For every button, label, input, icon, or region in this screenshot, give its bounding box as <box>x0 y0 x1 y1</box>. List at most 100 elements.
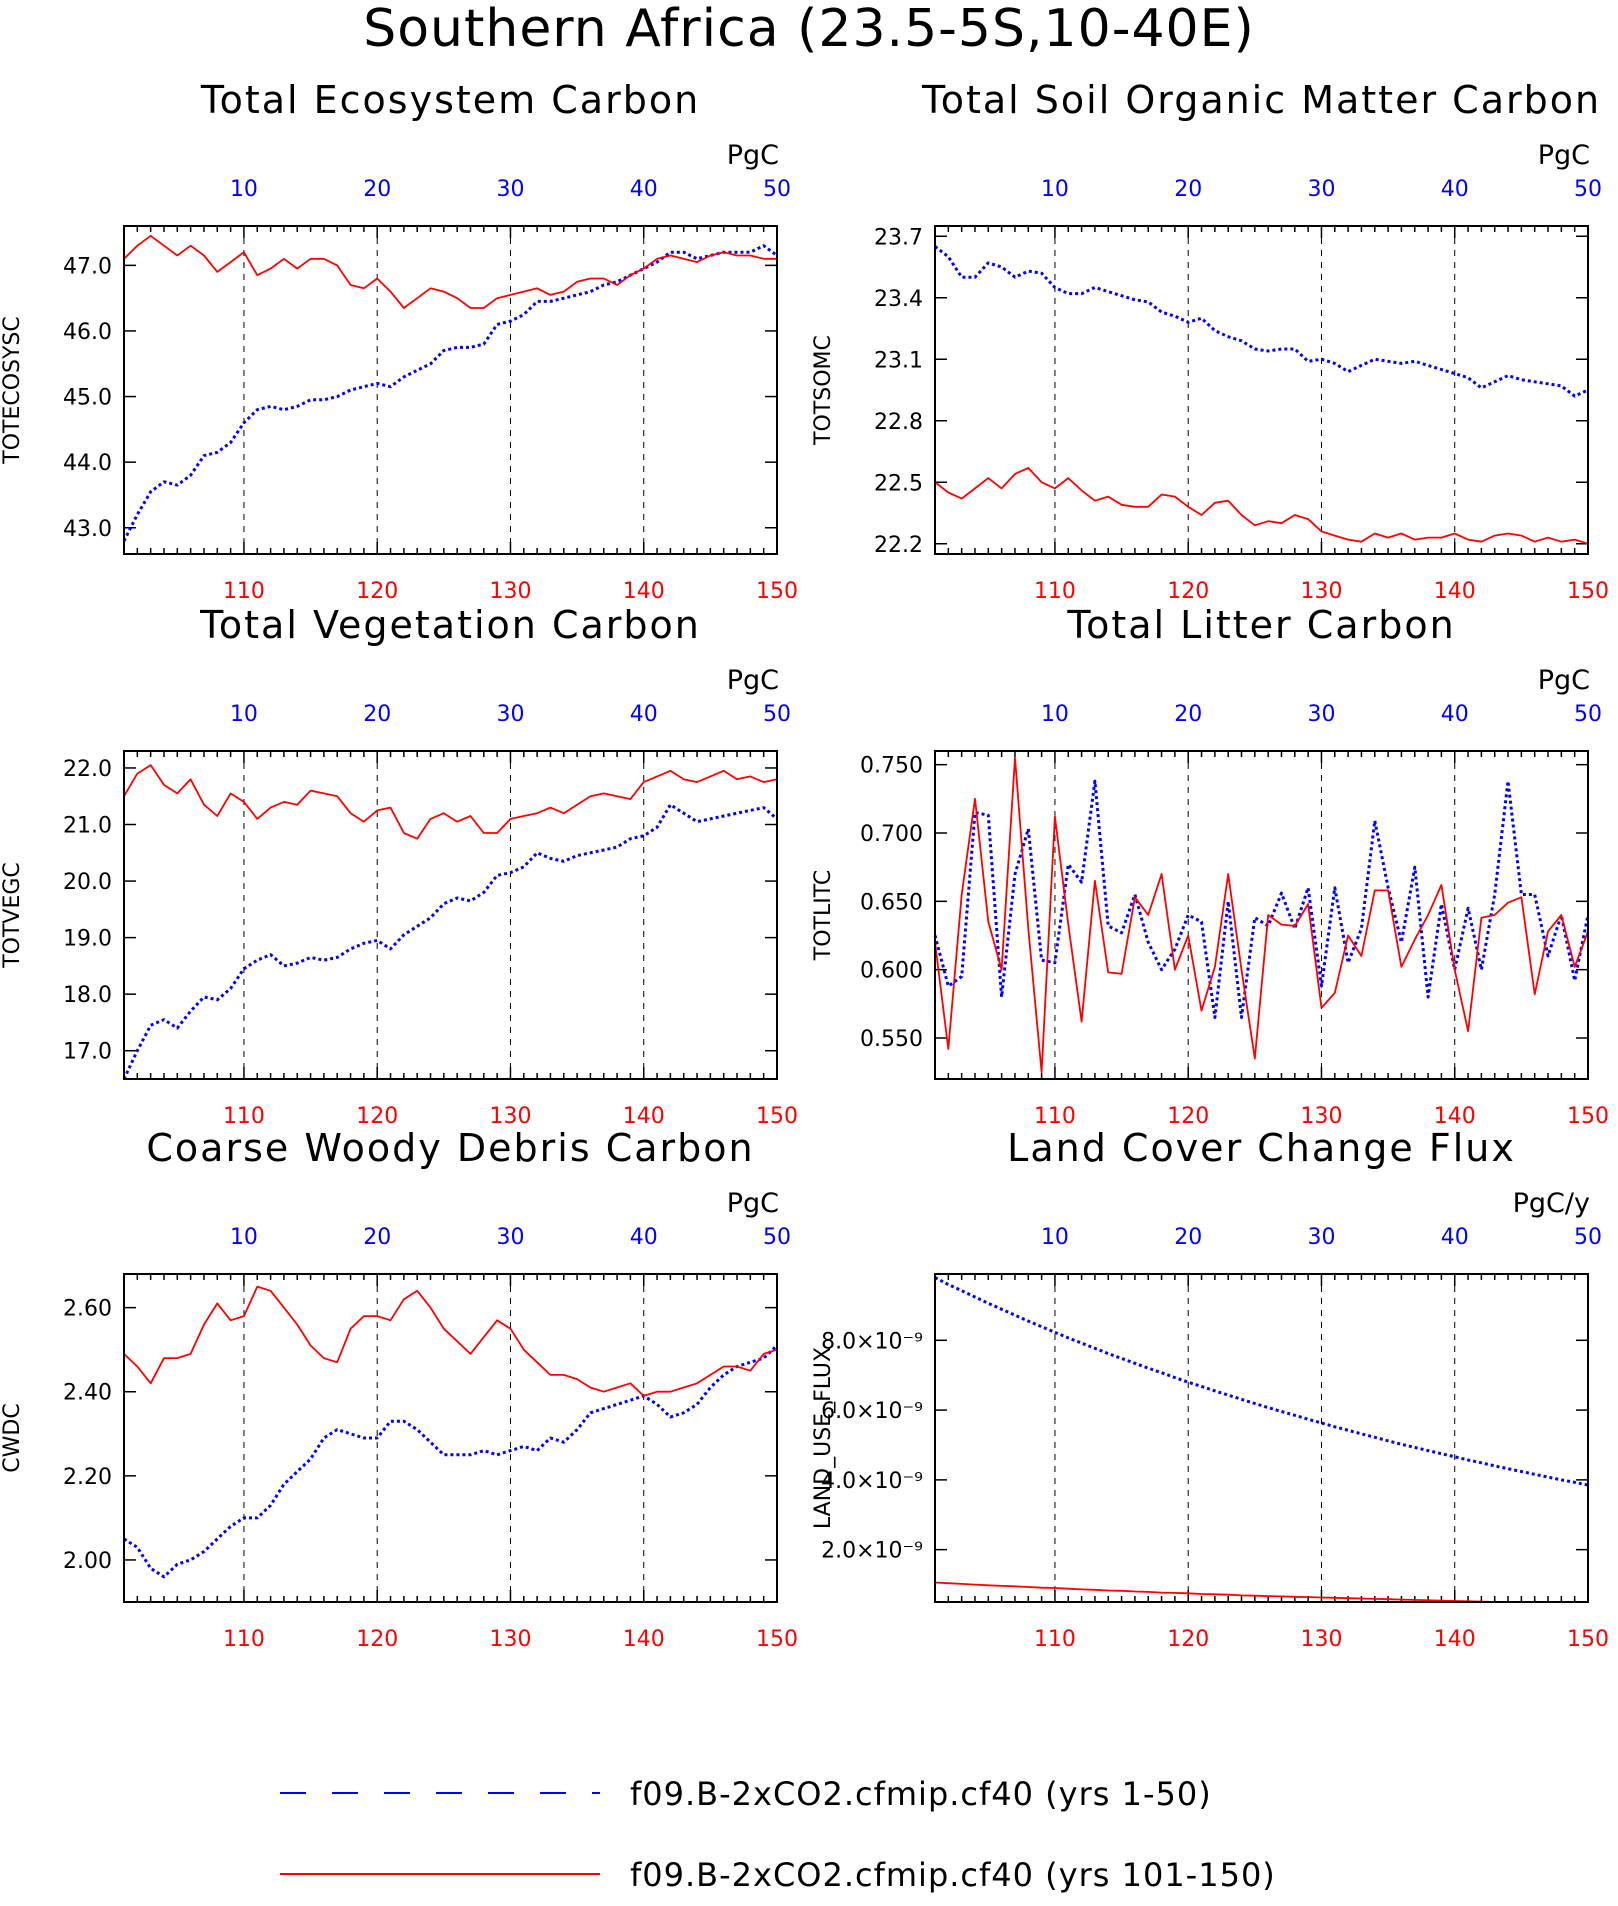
unit-label: PgC <box>1538 140 1590 171</box>
panel-land-cover-change-flux: Land Cover Change Flux PgC/y 110 120 130 140 1… <box>811 1126 1609 1652</box>
x-tick-label: 120 <box>1167 1627 1209 1652</box>
plot-frame <box>123 1273 778 1603</box>
y-tick-label: 20.0 <box>63 870 112 895</box>
series-line-red <box>934 1581 1588 1603</box>
top-x-tick-label: 10 <box>1041 702 1069 727</box>
top-x-tick-label: 50 <box>763 702 791 727</box>
top-x-tick-label: 30 <box>1307 702 1335 727</box>
top-x-tick-label: 20 <box>363 702 391 727</box>
y-tick-label: 45.0 <box>63 386 112 411</box>
y-tick-label: 21.0 <box>63 814 112 839</box>
y-tick-label: 0.700 <box>860 822 923 847</box>
plot-frame <box>934 1273 1589 1603</box>
x-tick-label: 140 <box>623 1104 665 1129</box>
unit-label: PgC <box>727 140 779 171</box>
series-line-blue <box>934 245 1589 398</box>
y-axis-label: TOTLITC <box>811 870 836 961</box>
top-x-tick-label: 20 <box>363 177 391 202</box>
y-tick-label: 0.550 <box>860 1027 923 1052</box>
plot-frame <box>934 225 1589 555</box>
panel-title: Land Cover Change Flux <box>1007 1126 1516 1170</box>
top-x-tick-label: 50 <box>1574 177 1602 202</box>
y-tick-label: 19.0 <box>63 927 112 952</box>
x-tick-label: 130 <box>489 579 531 604</box>
top-x-tick-label: 10 <box>230 177 258 202</box>
x-tick-label: 150 <box>756 1627 798 1652</box>
series-line-blue <box>934 1276 1589 1487</box>
top-x-tick-label: 50 <box>763 1225 791 1250</box>
x-tick-label: 120 <box>356 579 398 604</box>
top-x-tick-label: 20 <box>1174 177 1202 202</box>
panel-title: Total Soil Organic Matter Carbon <box>921 78 1601 122</box>
legend: f09.B-2xCO2.cfmip.cf40 (yrs 1-50) f09.B-… <box>280 1775 1276 1894</box>
x-tick-label: 110 <box>1034 1104 1076 1129</box>
y-tick-label: 44.0 <box>63 451 112 476</box>
top-x-tick-label: 40 <box>630 702 658 727</box>
legend-label-red: f09.B-2xCO2.cfmip.cf40 (yrs 101-150) <box>630 1856 1276 1894</box>
x-tick-label: 110 <box>1034 1627 1076 1652</box>
y-axis-label: TOTSOMC <box>811 335 836 446</box>
x-tick-label: 110 <box>223 1104 265 1129</box>
series-line-red <box>934 466 1589 545</box>
x-tick-label: 120 <box>356 1104 398 1129</box>
x-tick-label: 140 <box>623 1627 665 1652</box>
panel-coarse-woody-debris-carbon: Coarse Woody Debris Carbon PgC 110 120 130 14… <box>0 1126 798 1652</box>
y-axis-label: LAND_USE_FLUX <box>811 1347 836 1529</box>
x-tick-label: 140 <box>1434 579 1476 604</box>
panel-title: Coarse Woody Debris Carbon <box>146 1126 754 1170</box>
top-x-tick-label: 50 <box>1574 1225 1602 1250</box>
series-line-blue <box>122 803 778 1080</box>
panel-title: Total Litter Carbon <box>1066 603 1455 647</box>
y-axis-label: CWDC <box>0 1403 25 1472</box>
top-x-tick-label: 50 <box>1574 702 1602 727</box>
x-tick-label: 110 <box>223 1627 265 1652</box>
x-tick-label: 150 <box>1567 579 1609 604</box>
y-tick-label: 22.8 <box>874 410 923 435</box>
series-line-red <box>123 234 777 309</box>
x-tick-label: 130 <box>489 1627 531 1652</box>
y-tick-label: 22.2 <box>874 533 923 558</box>
x-tick-label: 120 <box>1167 579 1209 604</box>
top-x-tick-label: 30 <box>496 177 524 202</box>
series-line-red <box>934 756 1589 1074</box>
x-tick-label: 110 <box>1034 579 1076 604</box>
y-tick-label: 22.0 <box>63 757 112 782</box>
plot-frame <box>934 750 1589 1080</box>
panel-total-soil-organic-matter-carbon: Total Soil Organic Matter Carbon PgC 110 12… <box>811 78 1609 604</box>
y-tick-label: 23.4 <box>874 287 923 312</box>
y-tick-label: 2.20 <box>63 1465 112 1490</box>
panels-group: Total Ecosystem Carbon PgC 110 120 130 140 150… <box>0 78 1609 1652</box>
y-tick-label: 4.0×10⁻⁹ <box>821 1469 923 1494</box>
top-x-tick-label: 20 <box>1174 702 1202 727</box>
series-line-blue <box>122 244 778 542</box>
x-tick-label: 150 <box>756 579 798 604</box>
x-tick-label: 130 <box>489 1104 531 1129</box>
series-line-blue <box>933 779 1590 1019</box>
x-tick-label: 130 <box>1300 1104 1342 1129</box>
y-tick-label: 0.750 <box>860 754 923 779</box>
y-tick-label: 8.0×10⁻⁹ <box>821 1329 923 1354</box>
panel-total-ecosystem-carbon: Total Ecosystem Carbon PgC 110 120 130 140 150… <box>0 78 798 604</box>
figure-title: Southern Africa (23.5-5S,10-40E) <box>363 0 1255 59</box>
y-tick-label: 43.0 <box>63 517 112 542</box>
y-tick-label: 0.600 <box>860 959 923 984</box>
series-line-blue <box>123 1344 779 1579</box>
unit-label: PgC <box>727 665 779 696</box>
x-tick-label: 140 <box>1434 1104 1476 1129</box>
x-tick-label: 150 <box>1567 1104 1609 1129</box>
top-x-tick-label: 20 <box>1174 1225 1202 1250</box>
series-line-red <box>123 764 778 840</box>
x-tick-label: 150 <box>1567 1627 1609 1652</box>
top-x-tick-label: 50 <box>763 177 791 202</box>
panel-total-vegetation-carbon: Total Vegetation Carbon PgC 110 120 130 140 15… <box>0 603 798 1129</box>
x-tick-label: 150 <box>756 1104 798 1129</box>
plot-frame <box>123 750 778 1080</box>
x-tick-label: 120 <box>356 1627 398 1652</box>
unit-label: PgC/y <box>1513 1188 1590 1219</box>
unit-label: PgC <box>1538 665 1590 696</box>
x-tick-label: 130 <box>1300 1627 1342 1652</box>
top-x-tick-label: 40 <box>630 1225 658 1250</box>
y-tick-label: 18.0 <box>63 983 112 1008</box>
x-tick-label: 140 <box>623 579 665 604</box>
